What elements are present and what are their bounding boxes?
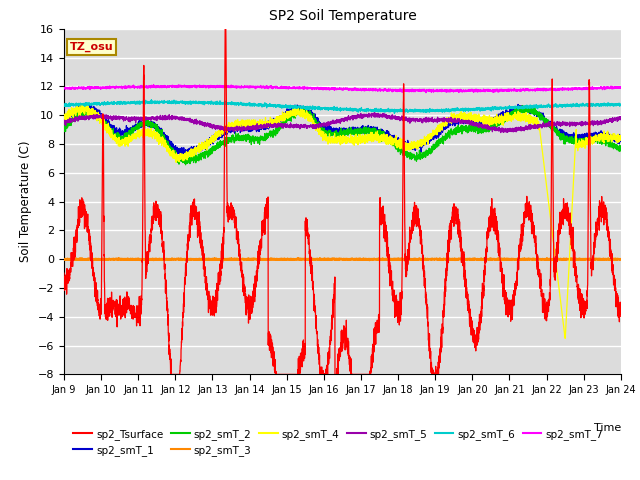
sp2_smT_3 — [365, 257, 373, 263]
sp2_smT_1 — [322, 125, 330, 131]
sp2_smT_7 — [161, 83, 168, 89]
sp2_smT_6 — [616, 102, 624, 108]
sp2_smT_6 — [468, 107, 476, 113]
Y-axis label: Soil Temperature (C): Soil Temperature (C) — [19, 141, 32, 263]
Text: TZ_osu: TZ_osu — [70, 42, 113, 52]
sp2_smT_4 — [499, 117, 507, 122]
sp2_Tsurface — [60, 270, 68, 276]
sp2_smT_1 — [616, 135, 624, 141]
sp2_smT_4 — [561, 336, 569, 341]
sp2_smT_2 — [499, 114, 507, 120]
sp2_smT_2 — [617, 147, 625, 153]
sp2_smT_5 — [467, 119, 475, 125]
sp2_smT_3 — [571, 255, 579, 261]
sp2_smT_2 — [436, 136, 444, 142]
sp2_smT_5 — [371, 110, 378, 116]
sp2_smT_2 — [182, 162, 189, 168]
sp2_Tsurface — [499, 290, 507, 296]
sp2_smT_5 — [60, 121, 68, 127]
sp2_smT_7 — [617, 85, 625, 91]
sp2_smT_6 — [60, 101, 68, 107]
sp2_smT_4 — [617, 134, 625, 140]
sp2_smT_4 — [322, 135, 330, 141]
sp2_smT_4 — [161, 141, 168, 147]
sp2_smT_1 — [80, 101, 88, 107]
sp2_Tsurface — [167, 372, 175, 377]
sp2_smT_3 — [160, 256, 168, 262]
sp2_smT_5 — [499, 127, 507, 132]
sp2_smT_7 — [60, 85, 68, 91]
sp2_smT_7 — [499, 87, 507, 93]
Line: sp2_smT_6: sp2_smT_6 — [64, 100, 621, 113]
sp2_Tsurface — [160, 248, 168, 253]
Line: sp2_Tsurface: sp2_Tsurface — [64, 29, 621, 374]
sp2_smT_3 — [436, 257, 444, 263]
sp2_smT_3 — [467, 257, 475, 263]
sp2_smT_7 — [616, 84, 624, 90]
sp2_smT_2 — [467, 123, 475, 129]
sp2_smT_3 — [617, 256, 625, 262]
sp2_smT_1 — [436, 130, 444, 135]
sp2_smT_1 — [161, 130, 168, 136]
Legend: sp2_Tsurface, sp2_smT_1, sp2_smT_2, sp2_smT_3, sp2_smT_4, sp2_smT_5, sp2_smT_6, : sp2_Tsurface, sp2_smT_1, sp2_smT_2, sp2_… — [69, 424, 607, 460]
sp2_smT_2 — [160, 136, 168, 142]
sp2_Tsurface — [322, 372, 330, 377]
sp2_smT_6 — [148, 97, 156, 103]
sp2_smT_6 — [322, 105, 330, 110]
sp2_smT_6 — [436, 108, 444, 114]
sp2_Tsurface — [616, 305, 624, 311]
sp2_smT_2 — [616, 144, 624, 149]
sp2_smT_2 — [60, 127, 68, 133]
sp2_smT_7 — [422, 90, 430, 96]
sp2_smT_7 — [150, 82, 157, 87]
sp2_smT_1 — [499, 108, 507, 114]
sp2_smT_6 — [161, 99, 168, 105]
sp2_Tsurface — [468, 321, 476, 327]
sp2_smT_5 — [160, 114, 168, 120]
Line: sp2_smT_4: sp2_smT_4 — [64, 104, 621, 338]
Line: sp2_smT_1: sp2_smT_1 — [64, 104, 621, 155]
sp2_smT_4 — [77, 101, 85, 107]
Line: sp2_smT_3: sp2_smT_3 — [64, 258, 621, 260]
sp2_smT_4 — [616, 137, 624, 143]
sp2_smT_3 — [499, 256, 507, 262]
sp2_smT_4 — [60, 113, 68, 119]
sp2_smT_7 — [436, 88, 444, 94]
sp2_Tsurface — [221, 26, 229, 32]
Line: sp2_smT_2: sp2_smT_2 — [64, 106, 621, 165]
sp2_smT_6 — [617, 101, 625, 107]
sp2_smT_3 — [322, 256, 330, 262]
sp2_smT_7 — [322, 87, 330, 93]
Text: Time: Time — [593, 423, 621, 433]
sp2_smT_5 — [616, 114, 624, 120]
sp2_smT_5 — [322, 122, 330, 128]
Title: SP2 Soil Temperature: SP2 Soil Temperature — [269, 10, 416, 24]
sp2_smT_6 — [390, 110, 398, 116]
sp2_Tsurface — [436, 344, 444, 349]
sp2_smT_4 — [467, 111, 475, 117]
sp2_smT_2 — [527, 103, 535, 108]
sp2_smT_3 — [616, 257, 624, 263]
sp2_smT_7 — [468, 87, 476, 93]
sp2_smT_2 — [322, 128, 330, 133]
sp2_smT_5 — [497, 130, 504, 135]
sp2_smT_1 — [60, 116, 68, 122]
sp2_smT_4 — [436, 127, 444, 132]
Line: sp2_smT_7: sp2_smT_7 — [64, 84, 621, 93]
sp2_smT_3 — [60, 256, 68, 262]
sp2_smT_6 — [499, 106, 507, 111]
Line: sp2_smT_5: sp2_smT_5 — [64, 113, 621, 132]
sp2_smT_1 — [617, 138, 625, 144]
sp2_smT_5 — [436, 118, 444, 124]
sp2_smT_1 — [183, 152, 191, 157]
sp2_smT_1 — [468, 117, 476, 123]
sp2_smT_5 — [617, 116, 625, 122]
sp2_Tsurface — [617, 313, 625, 319]
